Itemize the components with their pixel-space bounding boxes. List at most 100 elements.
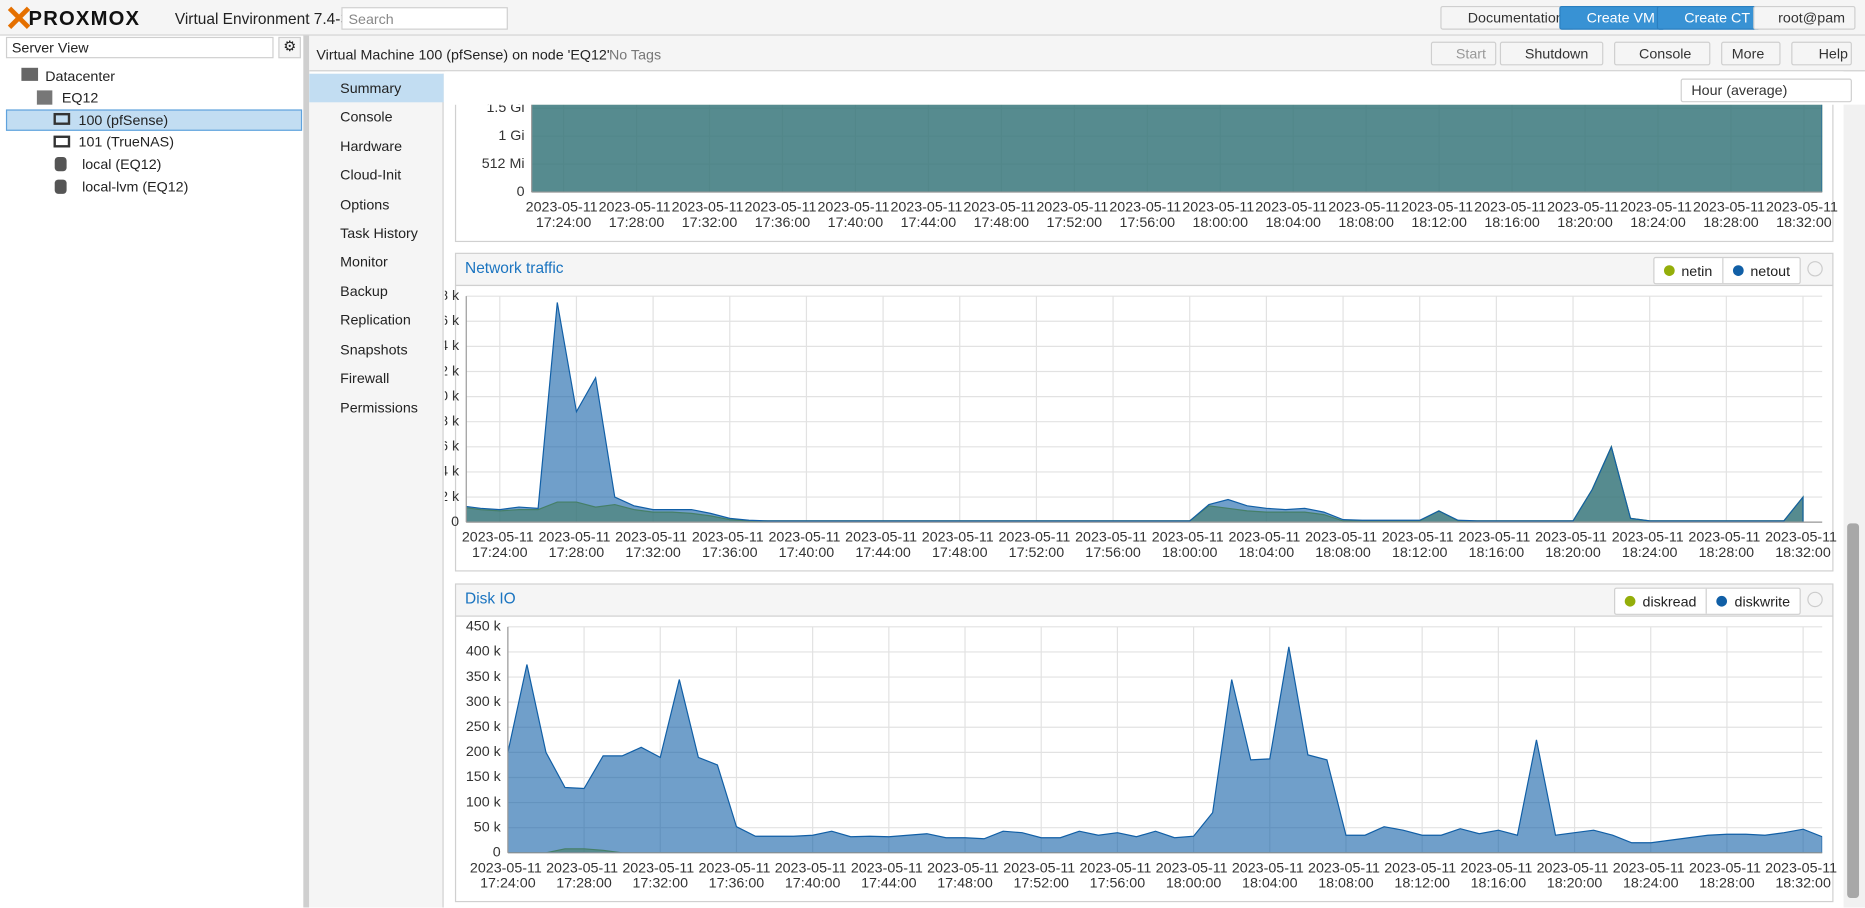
user-button[interactable]: root@pam xyxy=(1753,5,1856,30)
collapse-icon[interactable] xyxy=(1807,261,1823,277)
start-button[interactable]: Start xyxy=(1430,41,1497,66)
panel-header xyxy=(454,252,1834,287)
x-tick-label: 2023-05-11 17:28:00 xyxy=(599,199,675,230)
x-tick-label: 2023-05-11 17:32:00 xyxy=(615,529,691,560)
x-tick-label: 2023-05-11 17:32:00 xyxy=(622,860,698,891)
x-tick-label: 2023-05-11 18:28:00 xyxy=(1693,199,1769,230)
gear-button[interactable]: ⚙ xyxy=(278,36,301,59)
legend-item[interactable]: diskread xyxy=(1615,589,1706,614)
nav-item[interactable]: Options xyxy=(340,196,390,213)
help-button[interactable]: Help xyxy=(1791,41,1852,66)
x-tick-label: 2023-05-11 18:00:00 xyxy=(1152,529,1228,560)
icon xyxy=(53,112,71,125)
y-tick-label: 8 k xyxy=(445,413,460,429)
x-tick-label: 2023-05-11 18:20:00 xyxy=(1547,199,1623,230)
icon xyxy=(36,90,53,105)
x-tick-label: 2023-05-11 17:36:00 xyxy=(692,529,768,560)
more-button[interactable]: More xyxy=(1721,41,1781,66)
splitter xyxy=(303,35,310,908)
x-tick-label: 2023-05-11 18:08:00 xyxy=(1328,199,1404,230)
selected-row xyxy=(5,109,303,131)
top-bar: PROXMOX Virtual Environment 7.4-3 Search… xyxy=(0,0,1865,36)
nav-item[interactable]: Hardware xyxy=(340,137,403,155)
create-ct-button[interactable]: Create CT xyxy=(1656,5,1761,30)
x-tick-label: 2023-05-11 18:00:00 xyxy=(1156,860,1232,891)
x-tick-label: 2023-05-11 17:48:00 xyxy=(927,860,1003,891)
documentation-button[interactable]: Documentation xyxy=(1440,5,1575,30)
icon xyxy=(54,157,67,172)
legend-item[interactable]: netin xyxy=(1654,258,1722,283)
tree-item[interactable]: 101 (TrueNAS) xyxy=(78,133,174,150)
panel-title: Network traffic xyxy=(465,260,564,277)
x-tick-label: 2023-05-11 17:52:00 xyxy=(1003,860,1079,891)
x-tick-label: 2023-05-11 18:24:00 xyxy=(1613,860,1689,891)
y-tick-label: 12 k xyxy=(445,363,460,379)
y-tick-label: 512 Mi xyxy=(482,156,525,172)
y-tick-label: 4 k xyxy=(445,464,460,480)
x-tick-label: 2023-05-11 18:12:00 xyxy=(1401,199,1477,230)
x-tick-label: 2023-05-11 17:24:00 xyxy=(462,529,538,560)
nav-item[interactable]: Monitor xyxy=(340,253,388,270)
y-tick-label: 6 k xyxy=(445,439,460,455)
x-tick-label: 2023-05-11 17:24:00 xyxy=(526,199,602,230)
tags[interactable]: No Tags xyxy=(608,46,662,64)
nav-item[interactable]: Cloud-Init xyxy=(340,166,402,184)
search[interactable]: Search xyxy=(341,7,508,30)
nav-item[interactable]: Snapshots xyxy=(340,341,408,359)
nav-item[interactable]: Permissions xyxy=(340,399,418,417)
nav-item[interactable]: Backup xyxy=(340,283,388,300)
tree-item[interactable]: 100 (pfSense) xyxy=(78,111,169,129)
y-tick-label: 0 xyxy=(451,514,459,530)
x-tick-label: 2023-05-11 18:08:00 xyxy=(1308,860,1384,891)
x-tick-label: 2023-05-11 17:32:00 xyxy=(672,199,748,230)
x-tick-label: 2023-05-11 18:12:00 xyxy=(1382,529,1458,560)
create-vm-button[interactable]: Create VM xyxy=(1559,5,1666,30)
legend-swatch xyxy=(1624,595,1636,607)
x-tick-label: 2023-05-11 17:40:00 xyxy=(768,529,844,560)
y-tick-label: 150 k xyxy=(466,769,502,785)
y-tick-label: 400 k xyxy=(466,644,502,660)
y-tick-label: 50 k xyxy=(474,819,502,835)
y-tick-label: 1 Gi xyxy=(498,128,524,144)
nav-item[interactable]: Console xyxy=(340,108,393,125)
vm-header: Virtual Machine 100 (pfSense) on node 'E… xyxy=(309,35,1865,72)
scroll-thumb[interactable] xyxy=(1847,523,1860,899)
icon xyxy=(21,67,39,81)
tree-item[interactable]: local (EQ12) xyxy=(82,155,162,173)
view-select[interactable]: Server View xyxy=(5,36,274,59)
y-tick-label: 1.5 Gi xyxy=(486,105,524,116)
y-tick-label: 100 k xyxy=(466,794,502,810)
x-tick-label: 2023-05-11 17:44:00 xyxy=(890,199,966,230)
legend-item[interactable]: netout xyxy=(1721,258,1800,284)
y-tick-label: 0 xyxy=(517,184,525,200)
x-tick-label: 2023-05-11 18:16:00 xyxy=(1458,529,1534,560)
collapse-icon[interactable] xyxy=(1807,591,1823,608)
x-tick-label: 2023-05-11 17:56:00 xyxy=(1079,860,1155,891)
tree-item[interactable]: EQ12 xyxy=(61,89,99,106)
x-tick-label: 2023-05-11 18:04:00 xyxy=(1255,199,1331,230)
x-tick-label: 2023-05-11 18:16:00 xyxy=(1474,199,1550,230)
y-tick-label: 250 k xyxy=(466,719,502,735)
y-tick-label: 0 xyxy=(493,845,501,861)
tree-item[interactable]: local-lvm (EQ12) xyxy=(82,178,189,196)
nav-item[interactable]: Task History xyxy=(340,224,418,242)
legend-label: netin xyxy=(1681,262,1713,279)
legend-label: diskread xyxy=(1642,592,1697,610)
nav-item[interactable]: Replication xyxy=(340,311,411,329)
x-tick-label: 2023-05-11 17:28:00 xyxy=(546,860,622,891)
product: Virtual Environment 7.4-3 xyxy=(174,9,350,28)
x-tick-label: 2023-05-11 18:04:00 xyxy=(1228,529,1304,560)
x-tick-label: 2023-05-11 18:32:00 xyxy=(1765,529,1841,560)
nav-item[interactable]: Firewall xyxy=(340,369,390,387)
scrollbar[interactable] xyxy=(1843,104,1865,908)
x-tick-label: 2023-05-11 18:00:00 xyxy=(1182,199,1258,230)
tree-item[interactable]: Datacenter xyxy=(45,67,116,85)
timeframe-select[interactable]: Hour (average) xyxy=(1680,78,1852,103)
nav-item[interactable]: Summary xyxy=(309,73,444,103)
x-tick-label: 2023-05-11 17:56:00 xyxy=(1075,529,1151,560)
legend-item[interactable]: diskwrite xyxy=(1705,588,1800,614)
shutdown-button[interactable]: Shutdown xyxy=(1499,41,1604,66)
x-tick-label: 2023-05-11 18:28:00 xyxy=(1689,860,1765,891)
console-button[interactable]: Console xyxy=(1614,41,1711,66)
series-area xyxy=(507,646,1823,853)
